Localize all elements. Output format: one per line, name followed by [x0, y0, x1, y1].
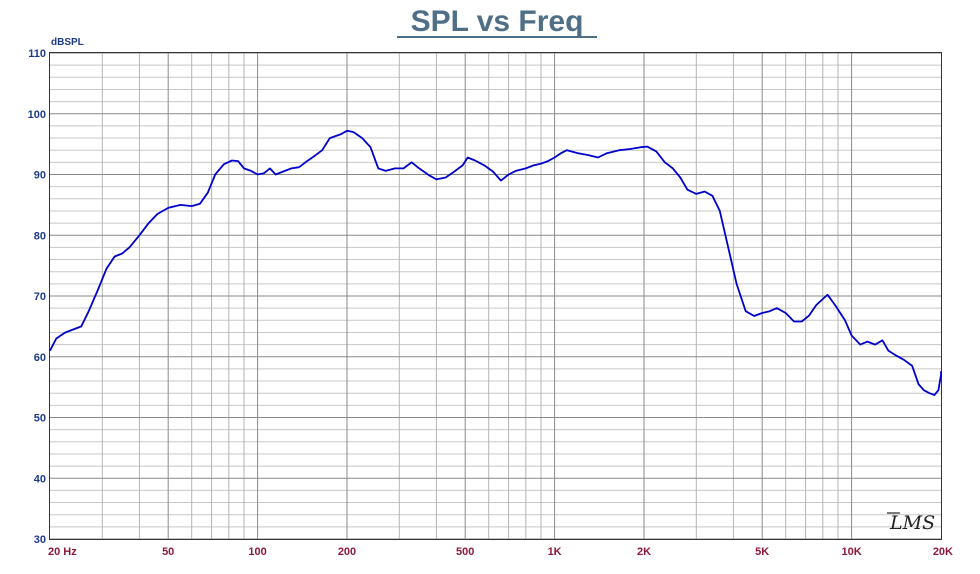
- y-tick-label: 70: [34, 291, 46, 303]
- x-tick-labels: 20 Hz 50 100 200 500 1K 2K 5K 10K 20K: [48, 546, 953, 558]
- x-tick-label: 2K: [637, 546, 651, 558]
- x-tick-label: 50: [162, 546, 174, 558]
- plot-frame: [49, 52, 942, 540]
- y-tick-label: 110: [28, 48, 46, 60]
- x-tick-label: 20K: [933, 546, 953, 558]
- y-tick-label: 90: [34, 170, 46, 182]
- lms-logo: LMS: [887, 512, 935, 534]
- x-tick-label: 5K: [755, 546, 769, 558]
- spl-series-line: [49, 129, 942, 396]
- x-tick-label: 200: [338, 546, 356, 558]
- x-tick-label: 10K: [842, 546, 862, 558]
- y-tick-label: 40: [34, 473, 46, 485]
- chart-title: SPL vs Freq: [411, 5, 584, 38]
- x-tick-label: 20 Hz: [48, 546, 77, 558]
- x-tick-label: 1K: [548, 546, 562, 558]
- y-tick-labels: 30 40 50 60 70 80 90 100 110: [28, 48, 46, 546]
- y-tick-label: 80: [34, 230, 46, 242]
- grid-lines: [50, 52, 941, 540]
- y-tick-label: 50: [34, 413, 46, 425]
- x-tick-label: 500: [456, 546, 474, 558]
- y-tick-label: 30: [34, 534, 46, 546]
- y-axis-unit-label: dBSPL: [51, 37, 84, 48]
- title-underline: [397, 36, 597, 38]
- x-tick-label: 100: [248, 546, 266, 558]
- y-tick-label: 100: [28, 109, 46, 121]
- lms-logo-text: LMS: [889, 512, 935, 534]
- y-tick-label: 60: [34, 352, 46, 364]
